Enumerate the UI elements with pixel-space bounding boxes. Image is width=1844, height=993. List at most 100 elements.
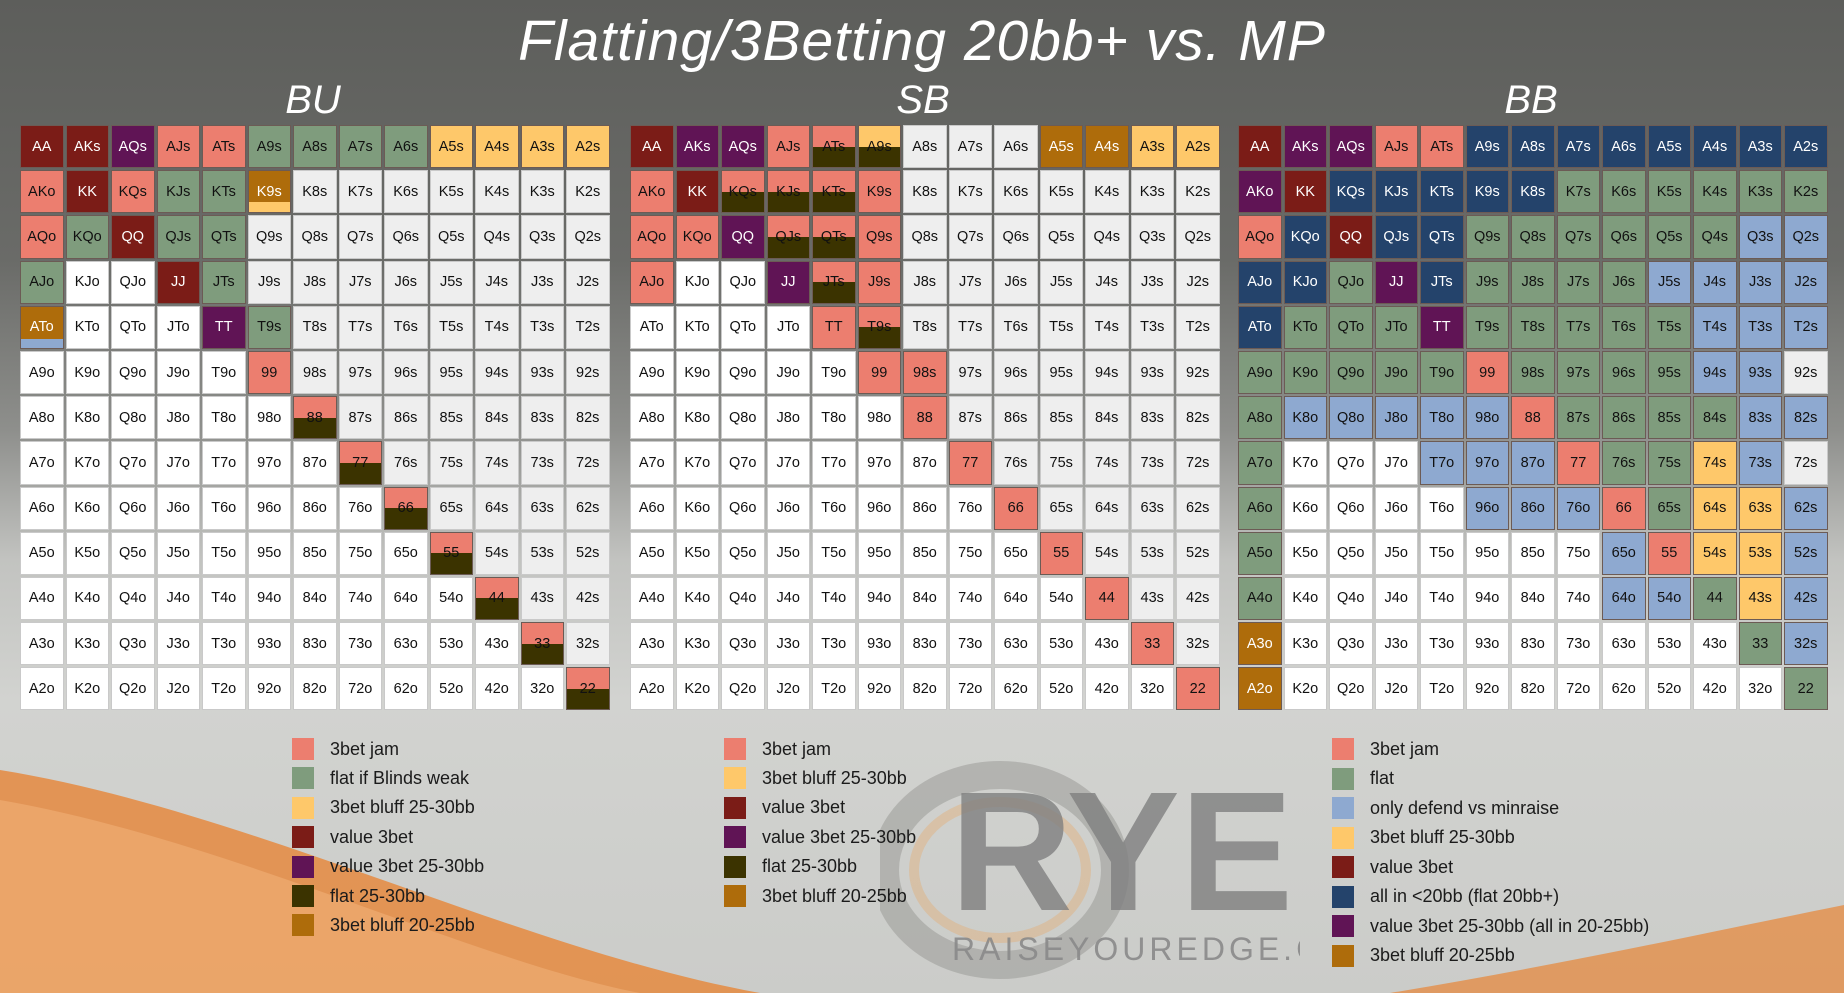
- hand-label: 32s: [576, 635, 600, 652]
- legend-label: 3bet jam: [330, 738, 400, 759]
- hand-label: 72o: [348, 680, 373, 697]
- hand-label: AJo: [1247, 274, 1273, 291]
- hand-cell-ATo: ATo: [630, 305, 674, 349]
- legend-item-jam: 3bet jam: [724, 738, 831, 760]
- hand-cell-Q4o: Q4o: [721, 576, 765, 621]
- hand-label: 55: [1053, 545, 1070, 562]
- hand-label: 62s: [1186, 500, 1210, 517]
- hand-cell-A4o: A4o: [1238, 576, 1282, 621]
- hand-label: 85s: [439, 409, 463, 426]
- hand-cell-86o: 86o: [903, 486, 947, 530]
- hand-label: AKo: [28, 183, 56, 200]
- hand-cell-T6s: T6s: [1602, 305, 1646, 349]
- hand-cell-82o: 82o: [903, 667, 947, 711]
- hand-cell-J7o: J7o: [766, 441, 810, 485]
- hand-label: K4s: [1094, 183, 1120, 200]
- hand-cell-K9s: K9s: [1465, 170, 1509, 214]
- hand-label: Q4s: [1701, 228, 1729, 245]
- hand-label: K8o: [74, 409, 101, 426]
- hand-cell-54o: 54o: [429, 576, 473, 621]
- hand-cell-A6s: A6s: [1602, 125, 1646, 169]
- hand-cell-97o: 97o: [1465, 441, 1509, 485]
- hand-cell-K3o: K3o: [675, 622, 719, 666]
- hand-label: T6o: [1429, 500, 1455, 517]
- hand-cell-85o: 85o: [1511, 531, 1555, 575]
- hand-label: 63o: [393, 635, 418, 652]
- hand-cell-AA: AA: [20, 125, 64, 169]
- hand-label: 77: [962, 454, 979, 471]
- hand-cell-J9s: J9s: [1465, 260, 1509, 304]
- hand-cell-JTs: JTs: [1420, 260, 1464, 304]
- hand-label: 52s: [1794, 545, 1818, 562]
- hand-label: T5s: [1657, 319, 1682, 336]
- legend-label: all in <20bb (flat 20bb+): [1370, 886, 1560, 906]
- hand-label: Q4o: [1337, 590, 1365, 607]
- hand-label: J8o: [1384, 409, 1408, 426]
- hand-label: Q9o: [729, 364, 757, 381]
- hand-label: 64s: [485, 500, 509, 517]
- hand-cell-94o: 94o: [857, 576, 901, 621]
- hand-label: A4o: [1246, 590, 1273, 607]
- hand-label: K9s: [256, 183, 282, 200]
- hand-label: QQ: [731, 228, 755, 245]
- hand-cell-87s: 87s: [1556, 396, 1600, 440]
- hand-cell-KQo: KQo: [65, 215, 109, 259]
- hand-cell-T4s: T4s: [475, 305, 519, 349]
- hand-label: 84o: [1520, 590, 1545, 607]
- hand-cell-T2o: T2o: [1420, 667, 1464, 711]
- hand-label: QJo: [729, 274, 757, 291]
- hand-cell-KJo: KJo: [1283, 260, 1327, 304]
- hand-cell-J6o: J6o: [1374, 486, 1418, 530]
- hand-cell-Q6s: Q6s: [384, 215, 428, 259]
- hand-cell-74o: 74o: [948, 576, 992, 621]
- hand-cell-82s: 82s: [1176, 396, 1220, 440]
- hand-cell-65s: 65s: [1647, 486, 1691, 530]
- hand-label: Q2o: [119, 680, 147, 697]
- hand-cell-96s: 96s: [384, 350, 428, 395]
- hand-label: 75o: [1566, 545, 1591, 562]
- legend-swatch: [724, 767, 746, 790]
- hand-label: 98o: [1475, 409, 1500, 426]
- hand-cell-QTs: QTs: [1420, 215, 1464, 259]
- hand-label: J5o: [1384, 545, 1408, 562]
- hand-label: KJo: [74, 274, 100, 291]
- hand-label: A7o: [1246, 454, 1273, 471]
- hand-label: T4s: [1094, 319, 1119, 336]
- hand-cell-T8s: T8s: [903, 305, 947, 349]
- hand-cell-33: 33: [1130, 622, 1174, 666]
- hand-label: T4o: [211, 590, 237, 607]
- hand-cell-AJo: AJo: [630, 260, 674, 304]
- hand-cell-85s: 85s: [1647, 396, 1691, 440]
- hand-cell-split: [248, 202, 290, 213]
- hand-cell-53o: 53o: [429, 622, 473, 666]
- hand-cell-A3o: A3o: [1238, 622, 1282, 666]
- hand-label: T5s: [439, 319, 464, 336]
- hand-cell-62o: 62o: [994, 667, 1038, 711]
- hand-label: 84o: [302, 590, 327, 607]
- hand-label: QJs: [775, 228, 802, 245]
- hand-cell-K7s: K7s: [1556, 170, 1600, 214]
- hand-label: 76s: [1612, 454, 1636, 471]
- hand-label: K8o: [1292, 409, 1319, 426]
- hand-cell-73o: 73o: [338, 622, 382, 666]
- hand-cell-76o: 76o: [338, 486, 382, 530]
- hand-cell-K7s: K7s: [948, 170, 992, 214]
- hand-cell-K6s: K6s: [994, 170, 1038, 214]
- legend-label: 3bet bluff 20-25bb: [762, 885, 907, 906]
- hand-label: 52s: [576, 545, 600, 562]
- hand-cell-J3o: J3o: [1374, 622, 1418, 666]
- hand-label: 63s: [530, 500, 554, 517]
- hand-cell-T2s: T2s: [1784, 305, 1828, 349]
- hand-label: A8o: [28, 409, 55, 426]
- hand-label: 73o: [1566, 635, 1591, 652]
- hand-cell-92s: 92s: [1176, 350, 1220, 395]
- hand-cell-AJs: AJs: [1374, 125, 1418, 169]
- hand-cell-J9s: J9s: [857, 260, 901, 304]
- hand-label: 65o: [1003, 545, 1028, 562]
- hand-cell-33: 33: [520, 622, 564, 666]
- hand-cell-42o: 42o: [1085, 667, 1129, 711]
- hand-cell-22: 22: [1784, 667, 1828, 711]
- hand-cell-K2s: K2s: [1784, 170, 1828, 214]
- hand-label: T5o: [211, 545, 237, 562]
- hand-cell-QTo: QTo: [1329, 305, 1373, 349]
